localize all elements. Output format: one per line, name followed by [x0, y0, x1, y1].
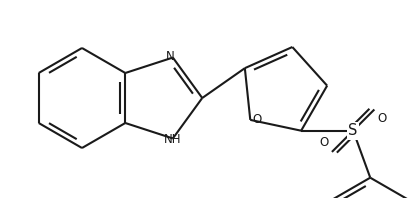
- Text: NH: NH: [164, 133, 181, 147]
- Text: O: O: [376, 112, 386, 126]
- Text: O: O: [252, 113, 261, 126]
- Text: O: O: [319, 136, 328, 149]
- Text: N: N: [165, 50, 174, 63]
- Text: S: S: [348, 123, 357, 138]
